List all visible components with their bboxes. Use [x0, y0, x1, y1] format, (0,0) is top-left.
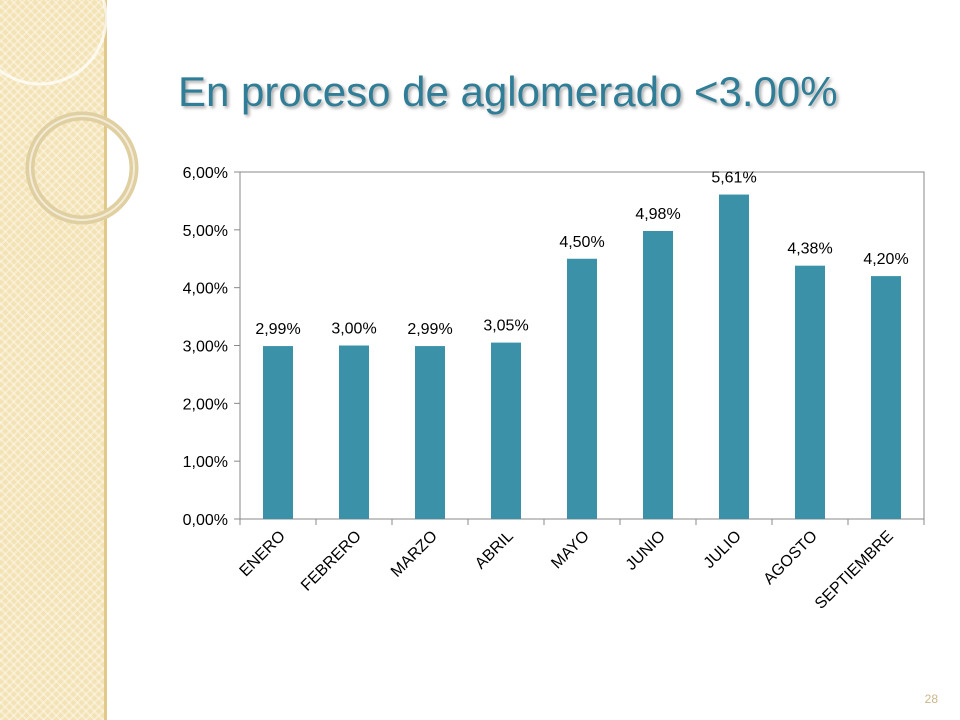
- x-tick-label: MARZO: [388, 528, 441, 581]
- y-tick-label: 3,00%: [183, 339, 228, 356]
- bar-marzo: [415, 346, 445, 519]
- data-label: 3,05%: [483, 318, 528, 335]
- bar-enero: [263, 346, 293, 519]
- data-label: 3,00%: [331, 321, 376, 338]
- bar-junio: [643, 230, 673, 520]
- data-label: 4,98%: [635, 206, 680, 223]
- data-label: 4,20%: [863, 251, 908, 268]
- decorative-ring-small-inner: [29, 115, 135, 221]
- decorative-rings: [0, 0, 139, 225]
- y-tick-label: 0,00%: [183, 512, 228, 529]
- x-tick-label: JUNIO: [623, 528, 669, 574]
- data-label: 2,99%: [407, 321, 452, 338]
- y-tick-label: 4,00%: [183, 281, 228, 298]
- data-label: 4,38%: [787, 241, 832, 258]
- bar-septiembre: [871, 276, 901, 519]
- x-tick-label: AGOSTO: [761, 528, 821, 588]
- x-tick-label: MAYO: [548, 528, 593, 573]
- decorative-ring-large: [0, 0, 108, 86]
- y-tick-label: 6,00%: [183, 165, 228, 182]
- x-tick-label: JULIO: [701, 528, 745, 572]
- data-label: 4,50%: [559, 234, 604, 251]
- y-tick-label: 5,00%: [183, 223, 228, 240]
- slide-title: En proceso de aglomerado <3.00%: [178, 68, 838, 115]
- x-tick-label: FEBRERO: [298, 528, 365, 595]
- bar-mayo: [567, 258, 597, 519]
- data-label: 5,61%: [711, 170, 756, 187]
- bar-abril: [491, 342, 521, 519]
- x-tick-label: SEPTIEMBRE: [812, 528, 897, 613]
- page-number: 28: [924, 692, 938, 706]
- x-tick-label: ENERO: [237, 528, 289, 580]
- bar-agosto: [795, 265, 825, 519]
- data-label: 2,99%: [255, 321, 300, 338]
- bar-julio: [719, 194, 749, 519]
- x-tick-label: ABRIL: [472, 528, 517, 573]
- bar-febrero: [339, 345, 369, 519]
- y-tick-label: 2,00%: [183, 396, 228, 413]
- y-tick-label: 1,00%: [183, 454, 228, 471]
- decorative-side-line: [104, 0, 107, 720]
